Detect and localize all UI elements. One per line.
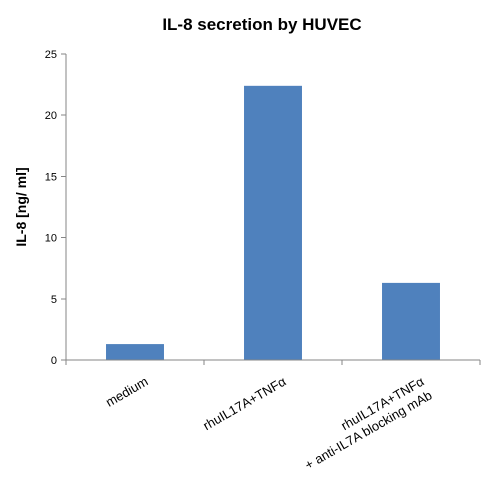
bar	[382, 282, 440, 360]
bar	[106, 344, 164, 360]
bars-group	[106, 85, 440, 360]
y-tick-label: 25	[45, 49, 57, 61]
y-axis-label: IL-8 [ng/ ml]	[13, 167, 29, 246]
y-axis: 0 5 10 15 20 25	[45, 49, 67, 367]
x-category-label-line: + anti-IL7A blocking mAb	[302, 387, 434, 472]
y-tick-label: 0	[51, 355, 57, 367]
y-tick-label: 20	[45, 110, 57, 122]
x-category-label: rhuIL17A+TNFα	[200, 373, 289, 433]
y-tick-label: 10	[45, 233, 57, 245]
x-category-label: medium	[103, 374, 151, 410]
x-axis: medium rhuIL17A+TNFα rhuIL17A+TNFα+ anti-I…	[65, 359, 481, 473]
bar	[244, 85, 302, 360]
chart-title: IL-8 secretion by HUVEC	[162, 15, 361, 34]
y-tick-label: 5	[51, 294, 57, 306]
x-category-label: rhuIL17A+TNFα+ anti-IL7A blocking mAb	[302, 373, 434, 472]
y-tick-label: 15	[45, 171, 57, 183]
x-category-label-line: rhuIL17A+TNFα	[200, 373, 289, 433]
x-category-label-line: medium	[103, 374, 151, 410]
